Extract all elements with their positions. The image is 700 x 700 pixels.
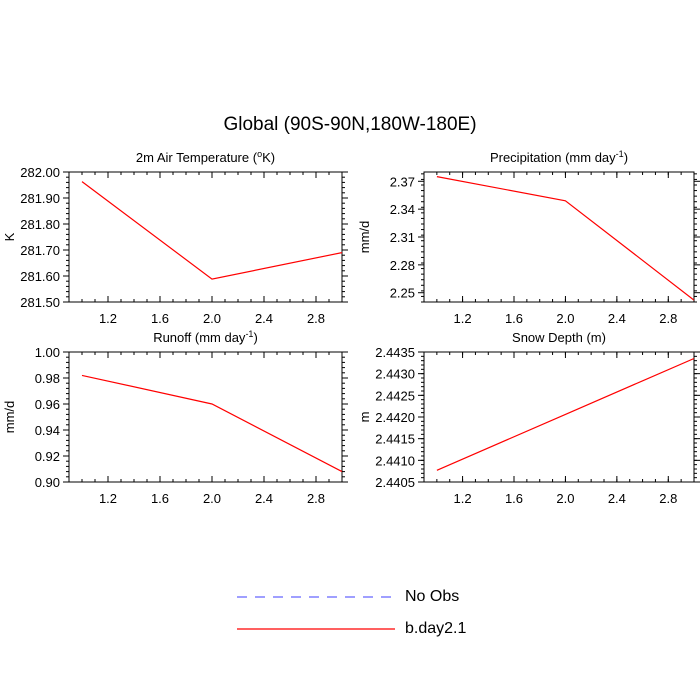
legend-label-b-day2-1: b.day2.1: [405, 620, 467, 637]
x-tick-label: 2.4: [608, 491, 626, 506]
x-tick-label: 2.4: [255, 311, 273, 326]
x-tick-label: 1.2: [99, 491, 117, 506]
y-tick-label: 0.96: [35, 397, 60, 412]
y-tick-label: 281.50: [20, 295, 60, 310]
y-tick-label: 2.4420: [375, 410, 415, 425]
y-tick-label: 2.4415: [375, 432, 415, 447]
plot-frame: [68, 171, 343, 303]
y-axis-label: m: [357, 412, 372, 423]
y-tick-label: 2.31: [390, 230, 415, 245]
y-tick-label: 0.90: [35, 475, 60, 490]
x-tick-label: 2.8: [307, 491, 325, 506]
y-tick-label: 2.25: [390, 286, 415, 301]
x-tick-label: 1.2: [454, 311, 472, 326]
x-tick-label: 1.6: [151, 491, 169, 506]
y-axis-label: mm/d: [2, 401, 17, 434]
y-tick-label: 2.4435: [375, 345, 415, 360]
plot-frame: [423, 171, 695, 303]
y-tick-label: 0.92: [35, 449, 60, 464]
series-line-b-day2-1: [436, 357, 694, 471]
y-tick-label: 1.00: [35, 345, 60, 360]
x-tick-label: 2.8: [659, 491, 677, 506]
panel-title: Precipitation (mm day-1): [490, 149, 628, 165]
panel-3: 1.2 1.6 2.0 2.4 2.8 0.90 0.92 0.94 0.96 0.98 1.00 R…: [2, 329, 348, 506]
series-line-b-day2-1: [436, 176, 694, 301]
y-tick-label: 0.94: [35, 423, 60, 438]
series-line-b-day2-1: [81, 374, 342, 473]
x-tick-label: 2.0: [203, 491, 221, 506]
x-tick-label: 2.0: [556, 311, 574, 326]
x-tick-label: 2.4: [255, 491, 273, 506]
x-tick-label: 1.6: [505, 491, 523, 506]
x-tick-label: 2.0: [556, 491, 574, 506]
y-axis-label: mm/d: [357, 221, 372, 254]
y-tick-label: 281.70: [20, 243, 60, 258]
y-tick-label: 2.34: [390, 202, 415, 217]
main-title: Global (90S-90N,180W-180E): [223, 114, 477, 135]
x-tick-label: 2.0: [203, 311, 221, 326]
plot-frame: [68, 351, 343, 483]
panel-title: Snow Depth (m): [512, 330, 606, 345]
panel-2: 1.2 1.6 2.0 2.4 2.8 2.25 2.28 2.31 2.34 2.37 Preci…: [357, 149, 700, 326]
x-tick-label: 1.6: [151, 311, 169, 326]
y-tick-label: 2.37: [390, 174, 415, 189]
series-line-b-day2-1: [81, 181, 342, 280]
y-tick-label: 2.28: [390, 258, 415, 273]
y-axis-label: K: [2, 232, 17, 241]
y-tick-label: 0.98: [35, 371, 60, 386]
x-tick-label: 1.2: [99, 311, 117, 326]
x-tick-label: 1.6: [505, 311, 523, 326]
x-tick-label: 2.8: [307, 311, 325, 326]
y-tick-label: 281.90: [20, 191, 60, 206]
x-tick-label: 2.8: [659, 311, 677, 326]
panel-title: Runoff (mm day-1): [153, 329, 258, 345]
x-tick-label: 2.4: [608, 311, 626, 326]
y-tick-label: 2.4405: [375, 475, 415, 490]
y-tick-label: 281.60: [20, 269, 60, 284]
x-tick-label: 1.2: [454, 491, 472, 506]
y-tick-label: 282.00: [20, 165, 60, 180]
y-tick-label: 281.80: [20, 217, 60, 232]
panel-1: 1.2 1.6 2.0 2.4 2.8 281.50 281.60 281.70 281.80 2…: [2, 149, 348, 326]
y-tick-label: 2.4425: [375, 388, 415, 403]
legend-label-no-obs: No Obs: [405, 588, 460, 605]
y-tick-label: 2.4410: [375, 453, 415, 468]
panel-title: 2m Air Temperature (oK): [136, 149, 275, 165]
panel-4: 1.2 1.6 2.0 2.4 2.8 2.4405 2.4410 2.4415 2.4420 2…: [357, 330, 700, 506]
y-tick-label: 2.4430: [375, 367, 415, 382]
